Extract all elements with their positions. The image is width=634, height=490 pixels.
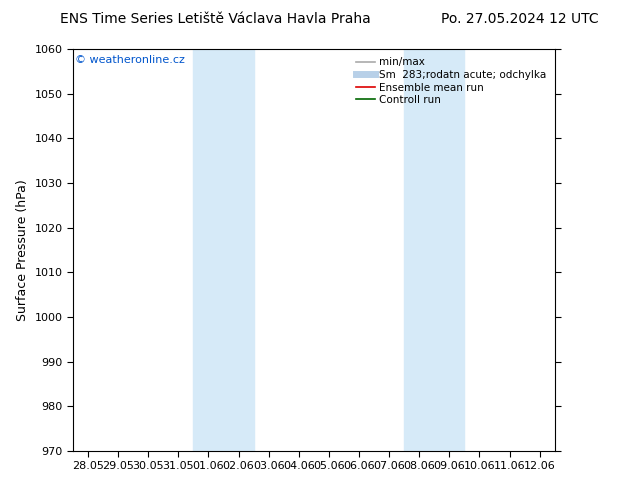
Text: Po. 27.05.2024 12 UTC: Po. 27.05.2024 12 UTC	[441, 12, 598, 26]
Bar	[404, 49, 465, 451]
Y-axis label: Surface Pressure (hPa): Surface Pressure (hPa)	[16, 179, 29, 321]
Text: ENS Time Series Letiště Václava Havla Praha: ENS Time Series Letiště Václava Havla Pr…	[60, 12, 371, 26]
Legend: min/max, Sm  283;rodatn acute; odchylka, Ensemble mean run, Controll run: min/max, Sm 283;rodatn acute; odchylka, …	[353, 54, 550, 108]
Text: © weatheronline.cz: © weatheronline.cz	[75, 55, 185, 65]
Bar	[193, 49, 254, 451]
